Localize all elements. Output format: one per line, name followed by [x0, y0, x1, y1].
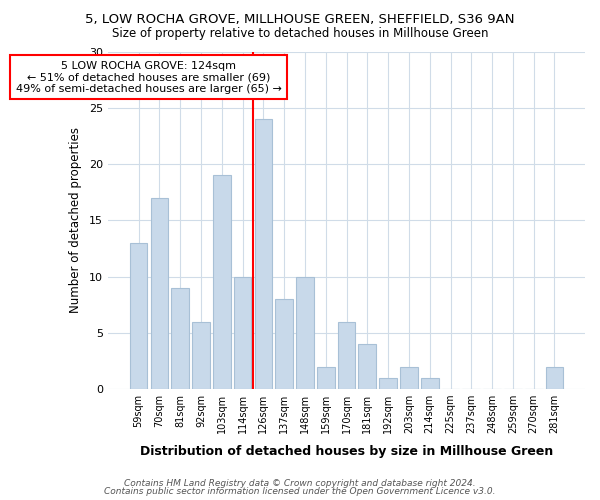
Bar	[172, 288, 189, 389]
Bar	[151, 198, 168, 389]
Bar	[130, 243, 148, 389]
Bar	[338, 322, 355, 389]
Text: 5 LOW ROCHA GROVE: 124sqm
← 51% of detached houses are smaller (69)
49% of semi-: 5 LOW ROCHA GROVE: 124sqm ← 51% of detac…	[16, 60, 282, 94]
Bar	[192, 322, 210, 389]
Y-axis label: Number of detached properties: Number of detached properties	[69, 128, 82, 314]
Bar	[296, 276, 314, 389]
Bar	[254, 119, 272, 389]
Bar	[275, 299, 293, 389]
Text: Contains public sector information licensed under the Open Government Licence v3: Contains public sector information licen…	[104, 487, 496, 496]
Bar	[421, 378, 439, 389]
Bar	[213, 176, 230, 389]
Text: 5, LOW ROCHA GROVE, MILLHOUSE GREEN, SHEFFIELD, S36 9AN: 5, LOW ROCHA GROVE, MILLHOUSE GREEN, SHE…	[85, 12, 515, 26]
Bar	[379, 378, 397, 389]
Bar	[545, 366, 563, 389]
Bar	[358, 344, 376, 389]
Bar	[317, 366, 335, 389]
Text: Contains HM Land Registry data © Crown copyright and database right 2024.: Contains HM Land Registry data © Crown c…	[124, 478, 476, 488]
X-axis label: Distribution of detached houses by size in Millhouse Green: Distribution of detached houses by size …	[140, 444, 553, 458]
Bar	[234, 276, 251, 389]
Bar	[400, 366, 418, 389]
Text: Size of property relative to detached houses in Millhouse Green: Size of property relative to detached ho…	[112, 28, 488, 40]
